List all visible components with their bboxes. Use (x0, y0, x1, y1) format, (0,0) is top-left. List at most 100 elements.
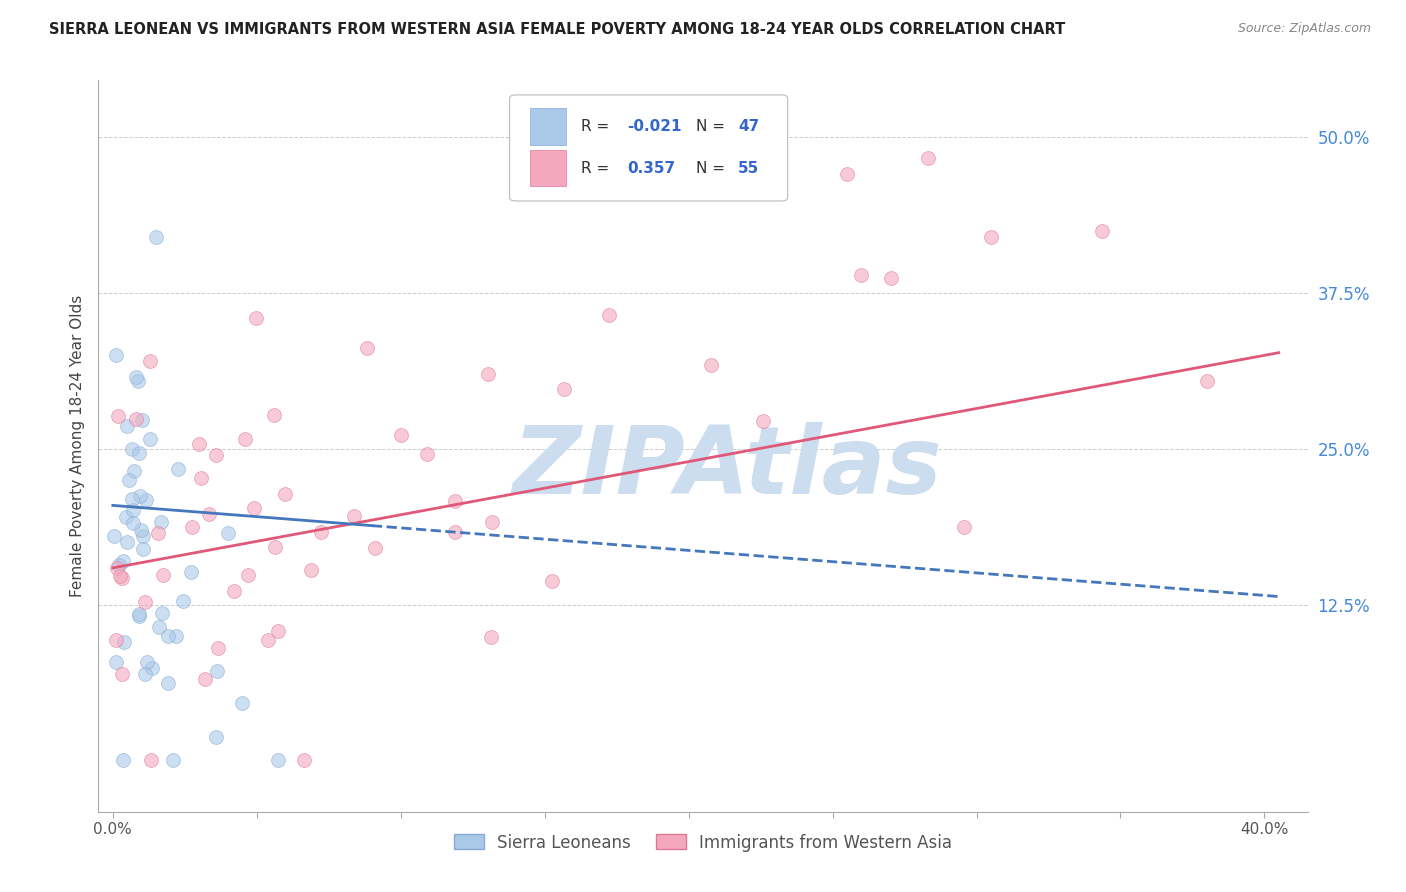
Point (849, 268, 872, 282)
Point (135, 493, 157, 508)
Point (444, 494, 467, 508)
Legend: Sierra Leoneans, Immigrants from Western Asia: Sierra Leoneans, Immigrants from Western… (447, 827, 959, 858)
Point (700, 358, 723, 372)
Point (105, 561, 128, 575)
Point (172, 594, 194, 608)
Point (117, 418, 139, 433)
Point (165, 629, 187, 643)
Point (129, 489, 152, 503)
Point (231, 696, 253, 710)
FancyBboxPatch shape (530, 108, 567, 145)
Point (389, 428, 412, 442)
Point (115, 509, 138, 524)
Point (139, 354, 162, 368)
Point (112, 634, 135, 648)
Point (121, 442, 143, 456)
Point (132, 541, 155, 556)
Point (479, 630, 502, 644)
Point (207, 641, 229, 656)
Point (443, 525, 465, 540)
Point (128, 607, 150, 621)
Point (198, 508, 221, 522)
Point (157, 676, 180, 690)
Point (267, 624, 290, 638)
Point (141, 661, 163, 675)
Point (150, 606, 173, 620)
Text: -0.021: -0.021 (627, 119, 682, 134)
Point (477, 367, 499, 381)
Point (149, 515, 172, 529)
Y-axis label: Female Poverty Among 18-24 Year Olds: Female Poverty Among 18-24 Year Olds (69, 295, 84, 597)
Text: 47: 47 (738, 119, 759, 134)
Point (343, 508, 366, 523)
Point (105, 348, 128, 362)
Point (107, 409, 129, 423)
Point (309, 525, 332, 540)
Point (264, 540, 287, 554)
Point (108, 558, 131, 573)
Point (111, 571, 134, 585)
Text: ZIPAtlas: ZIPAtlas (512, 422, 942, 514)
Text: R =: R = (581, 119, 614, 134)
Point (122, 503, 145, 517)
Point (115, 535, 138, 549)
Point (145, 229, 167, 244)
Point (245, 311, 267, 326)
Point (205, 730, 228, 744)
Point (980, 229, 1002, 244)
Point (167, 462, 190, 476)
Point (124, 412, 146, 426)
Point (242, 501, 264, 516)
Point (136, 656, 159, 670)
Text: 0.357: 0.357 (627, 161, 675, 176)
Text: R =: R = (581, 161, 614, 176)
Point (162, 754, 184, 768)
Point (129, 523, 152, 537)
Point (139, 754, 162, 768)
Point (121, 516, 143, 530)
FancyBboxPatch shape (530, 150, 567, 186)
Point (235, 432, 257, 446)
Point (953, 520, 976, 534)
Point (127, 374, 149, 388)
Point (134, 594, 156, 608)
Point (152, 567, 174, 582)
Point (292, 754, 315, 768)
Text: N =: N = (696, 119, 730, 134)
Point (131, 413, 153, 427)
Point (108, 569, 131, 583)
Point (598, 308, 620, 322)
Point (118, 473, 141, 487)
Point (364, 541, 387, 556)
Point (194, 672, 217, 686)
Point (134, 666, 156, 681)
Point (125, 370, 148, 384)
Point (104, 633, 127, 648)
Text: N =: N = (696, 161, 730, 176)
Point (540, 574, 562, 589)
Point (128, 445, 150, 459)
Point (481, 515, 503, 529)
Point (190, 471, 212, 485)
Point (148, 526, 170, 541)
Point (1091, 224, 1114, 238)
Point (103, 528, 125, 542)
Point (217, 525, 239, 540)
Point (111, 754, 134, 768)
Text: SIERRA LEONEAN VS IMMIGRANTS FROM WESTERN ASIA FEMALE POVERTY AMONG 18-24 YEAR O: SIERRA LEONEAN VS IMMIGRANTS FROM WESTER… (49, 22, 1066, 37)
Point (879, 271, 901, 285)
Point (835, 167, 858, 181)
Point (257, 632, 280, 647)
Point (180, 566, 202, 580)
Text: 55: 55 (738, 161, 759, 176)
FancyBboxPatch shape (509, 95, 787, 201)
Point (752, 414, 775, 428)
Point (263, 408, 285, 422)
Point (205, 664, 228, 678)
Point (121, 492, 143, 507)
Point (138, 432, 160, 446)
Point (274, 486, 297, 500)
Point (236, 568, 259, 582)
Point (188, 437, 211, 451)
Point (356, 341, 378, 355)
